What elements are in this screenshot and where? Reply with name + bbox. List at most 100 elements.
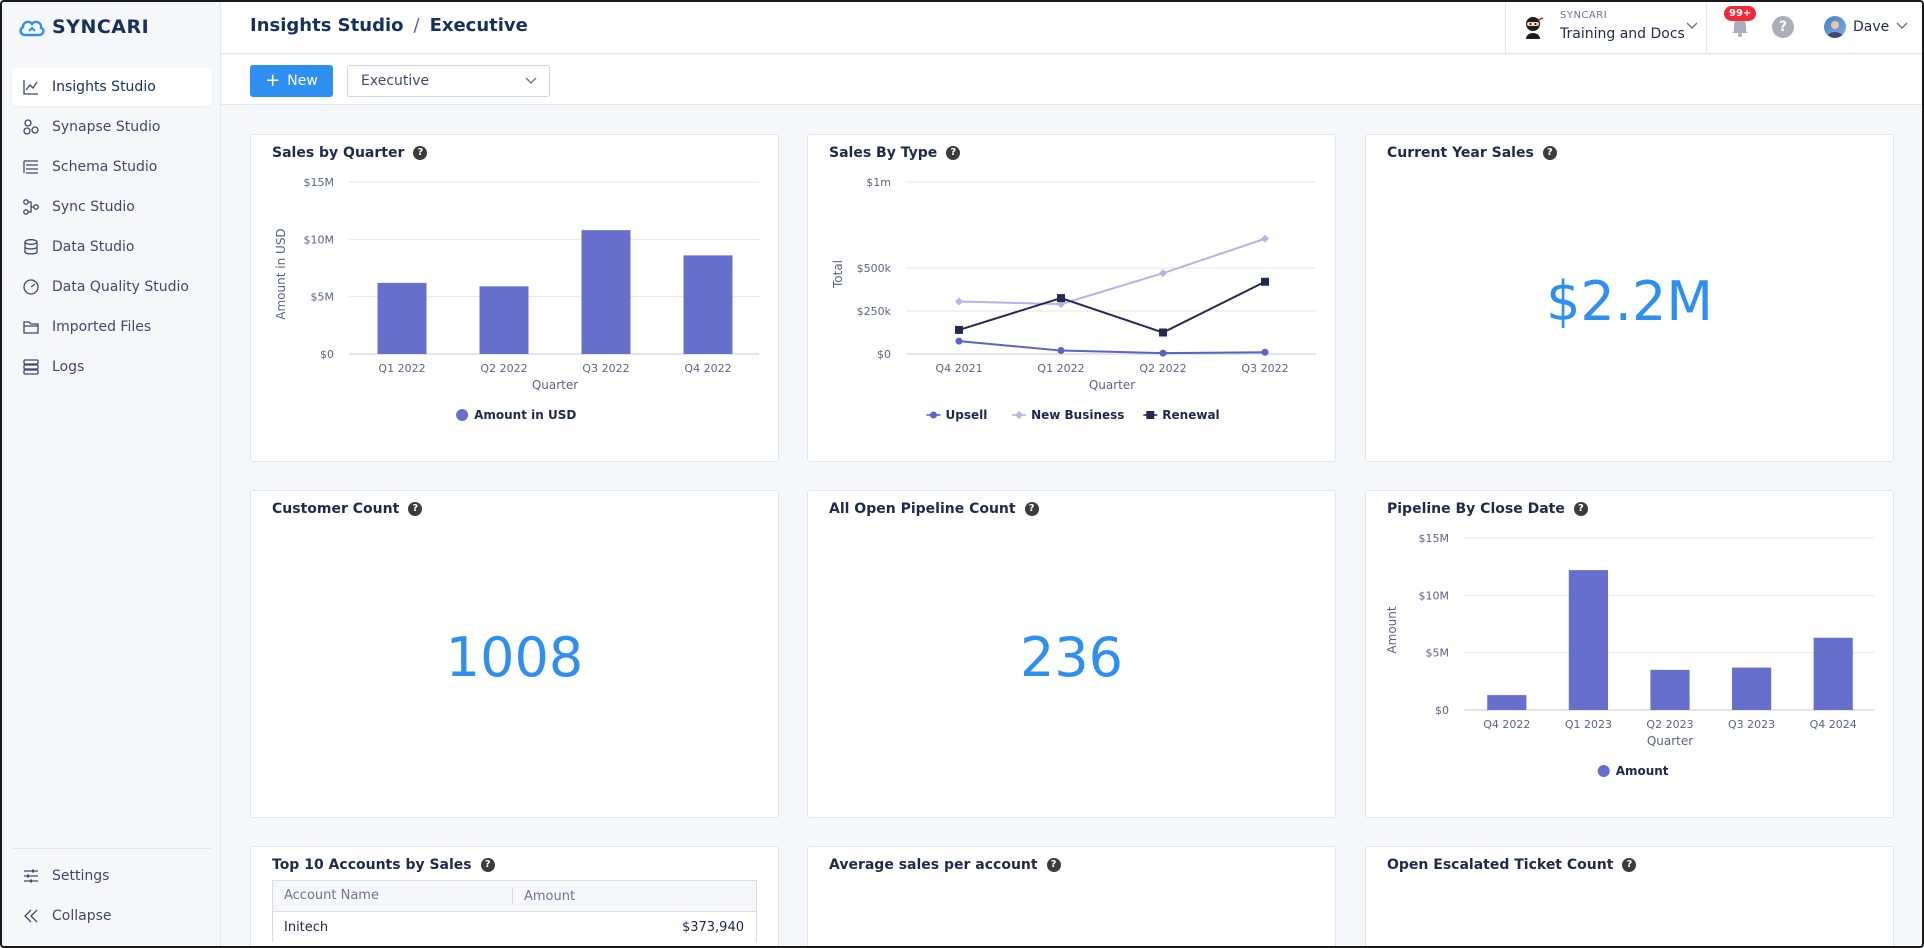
folder-icon xyxy=(22,318,40,336)
chart-icon xyxy=(22,78,40,96)
x-tick-label: Q3 2023 xyxy=(1728,718,1775,731)
data-point xyxy=(1159,349,1167,357)
x-tick-label: Q1 2022 xyxy=(378,362,425,375)
nav-label: Insights Studio xyxy=(52,79,156,95)
card-title: All Open Pipeline Count? xyxy=(829,501,1039,517)
help-icon[interactable]: ? xyxy=(1046,858,1061,872)
card-pipeline-by-close-date: Pipeline By Close Date? $0 $5M $10M $15M Q4 … xyxy=(1365,490,1894,818)
legend-marker xyxy=(1146,411,1155,419)
card-title: Open Escalated Ticket Count? xyxy=(1387,857,1637,873)
y-tick-label: $10M xyxy=(1419,589,1450,602)
new-button[interactable]: + New xyxy=(250,65,333,97)
bar xyxy=(377,282,427,354)
sidebar-bottom: Settings Collapse xyxy=(12,848,212,937)
sales-by-quarter-chart: $0 $5M $10M $15M Q1 2022 Q2 2022 Q3 2022 Q4 202… xyxy=(274,176,759,422)
gauge-icon xyxy=(22,278,40,296)
bar xyxy=(581,230,631,354)
help-icon[interactable]: ? xyxy=(1622,858,1637,872)
card-sales-by-type: Sales By Type? $0 $250k $500k $1m Q4 2021 Q1 … xyxy=(807,134,1336,462)
brand-logo[interactable]: SYNCARI xyxy=(18,16,149,38)
y-axis-label: Amount xyxy=(1385,606,1399,653)
card-sales-by-quarter: Sales by Quarter? $0 $5M $10M $15M Q1 2022 Q2… xyxy=(250,134,779,462)
bar xyxy=(683,255,733,354)
x-tick-label: Q2 2023 xyxy=(1646,718,1693,731)
sync-icon xyxy=(22,198,40,216)
nav-label: Logs xyxy=(52,359,85,375)
x-tick-label: Q4 2022 xyxy=(1483,718,1530,731)
sales-by-type-chart: $0 $250k $500k $1m Q4 2021 Q1 2022 Q2 2022 Q3 2… xyxy=(831,176,1316,422)
bar xyxy=(1650,669,1690,710)
chevron-down-icon[interactable] xyxy=(1896,22,1908,30)
synapse-icon xyxy=(22,118,40,136)
table-row[interactable]: Initech $373,940 xyxy=(273,912,756,942)
y-tick-label: $15M xyxy=(304,176,335,189)
nav-collapse[interactable]: Collapse xyxy=(12,897,212,935)
data-point xyxy=(1159,269,1167,278)
org-name: Training and Docs xyxy=(1560,26,1685,42)
schema-icon xyxy=(22,158,40,176)
bar xyxy=(479,286,529,354)
data-point xyxy=(955,325,963,334)
database-icon xyxy=(22,238,40,256)
column-account-name[interactable]: Account Name xyxy=(273,888,513,904)
help-icon[interactable]: ? xyxy=(1573,502,1588,516)
nav-sync-studio[interactable]: Sync Studio xyxy=(12,188,212,226)
x-axis-label: Quarter xyxy=(1089,378,1135,392)
pipeline-by-close-date-chart: $0 $5M $10M $15M Q4 2022 Q1 2023 Q2 2023 Q3 202… xyxy=(1385,532,1874,778)
y-tick-label: $0 xyxy=(320,348,334,361)
legend-label: Amount in USD xyxy=(474,408,576,422)
avatar[interactable] xyxy=(1824,16,1846,38)
help-icon[interactable]: ? xyxy=(1772,16,1794,38)
nav-imported-files[interactable]: Imported Files xyxy=(12,308,212,346)
column-amount[interactable]: Amount xyxy=(524,888,576,904)
breadcrumb-insights-studio[interactable]: Insights Studio xyxy=(250,15,404,36)
org-switcher[interactable]: SYNCARI Training and Docs xyxy=(1505,0,1707,54)
logs-icon xyxy=(22,358,40,376)
nav-synapse-studio[interactable]: Synapse Studio xyxy=(12,108,212,146)
help-icon[interactable]: ? xyxy=(1024,502,1039,516)
cloud-logo-icon xyxy=(19,20,45,37)
bar xyxy=(1732,667,1772,710)
card-title: Customer Count? xyxy=(272,501,423,517)
card-current-year-sales: Current Year Sales? $2.2M xyxy=(1365,134,1894,462)
nav-insights-studio[interactable]: Insights Studio xyxy=(12,68,212,106)
help-icon[interactable]: ? xyxy=(946,146,961,160)
y-tick-label: $0 xyxy=(877,348,891,361)
legend-label: Upsell xyxy=(946,408,988,422)
bar xyxy=(1813,637,1853,710)
legend-marker xyxy=(456,409,469,421)
data-point xyxy=(1261,234,1269,243)
help-icon[interactable]: ? xyxy=(413,146,428,160)
dashboard-select[interactable]: Executive xyxy=(347,65,550,97)
nav-logs[interactable]: Logs xyxy=(12,348,212,386)
bell-icon[interactable] xyxy=(1731,17,1749,37)
nav-schema-studio[interactable]: Schema Studio xyxy=(12,148,212,186)
help-icon[interactable]: ? xyxy=(1542,146,1557,160)
top-header: Insights Studio / Executive SYNCARI Trai… xyxy=(221,0,1924,54)
card-title: Sales by Quarter? xyxy=(272,145,428,161)
legend-marker xyxy=(1597,765,1610,777)
help-icon[interactable]: ? xyxy=(480,858,495,872)
data-point xyxy=(1261,348,1269,356)
current-year-sales-value: $2.2M xyxy=(1546,270,1713,333)
dashboard-select-value: Executive xyxy=(361,73,430,89)
org-label: SYNCARI xyxy=(1560,10,1608,21)
legend-label: Amount xyxy=(1616,764,1669,778)
breadcrumb: Insights Studio / Executive xyxy=(250,15,528,36)
y-tick-label: $10M xyxy=(304,233,335,246)
ninja-avatar-icon xyxy=(1526,17,1544,39)
x-tick-label: Q4 2021 xyxy=(935,362,982,375)
x-tick-label: Q2 2022 xyxy=(480,362,527,375)
data-point xyxy=(955,337,963,345)
y-tick-label: $500k xyxy=(857,262,892,275)
nav-data-studio[interactable]: Data Studio xyxy=(12,228,212,266)
nav-label: Schema Studio xyxy=(52,159,158,175)
user-name[interactable]: Dave xyxy=(1853,19,1890,35)
nav-data-quality-studio[interactable]: Data Quality Studio xyxy=(12,268,212,306)
bar xyxy=(1487,695,1527,710)
card-title: Top 10 Accounts by Sales? xyxy=(272,857,495,873)
nav-settings[interactable]: Settings xyxy=(12,857,212,895)
help-icon[interactable]: ? xyxy=(408,502,423,516)
data-point xyxy=(1159,328,1167,337)
data-point xyxy=(1057,300,1065,309)
